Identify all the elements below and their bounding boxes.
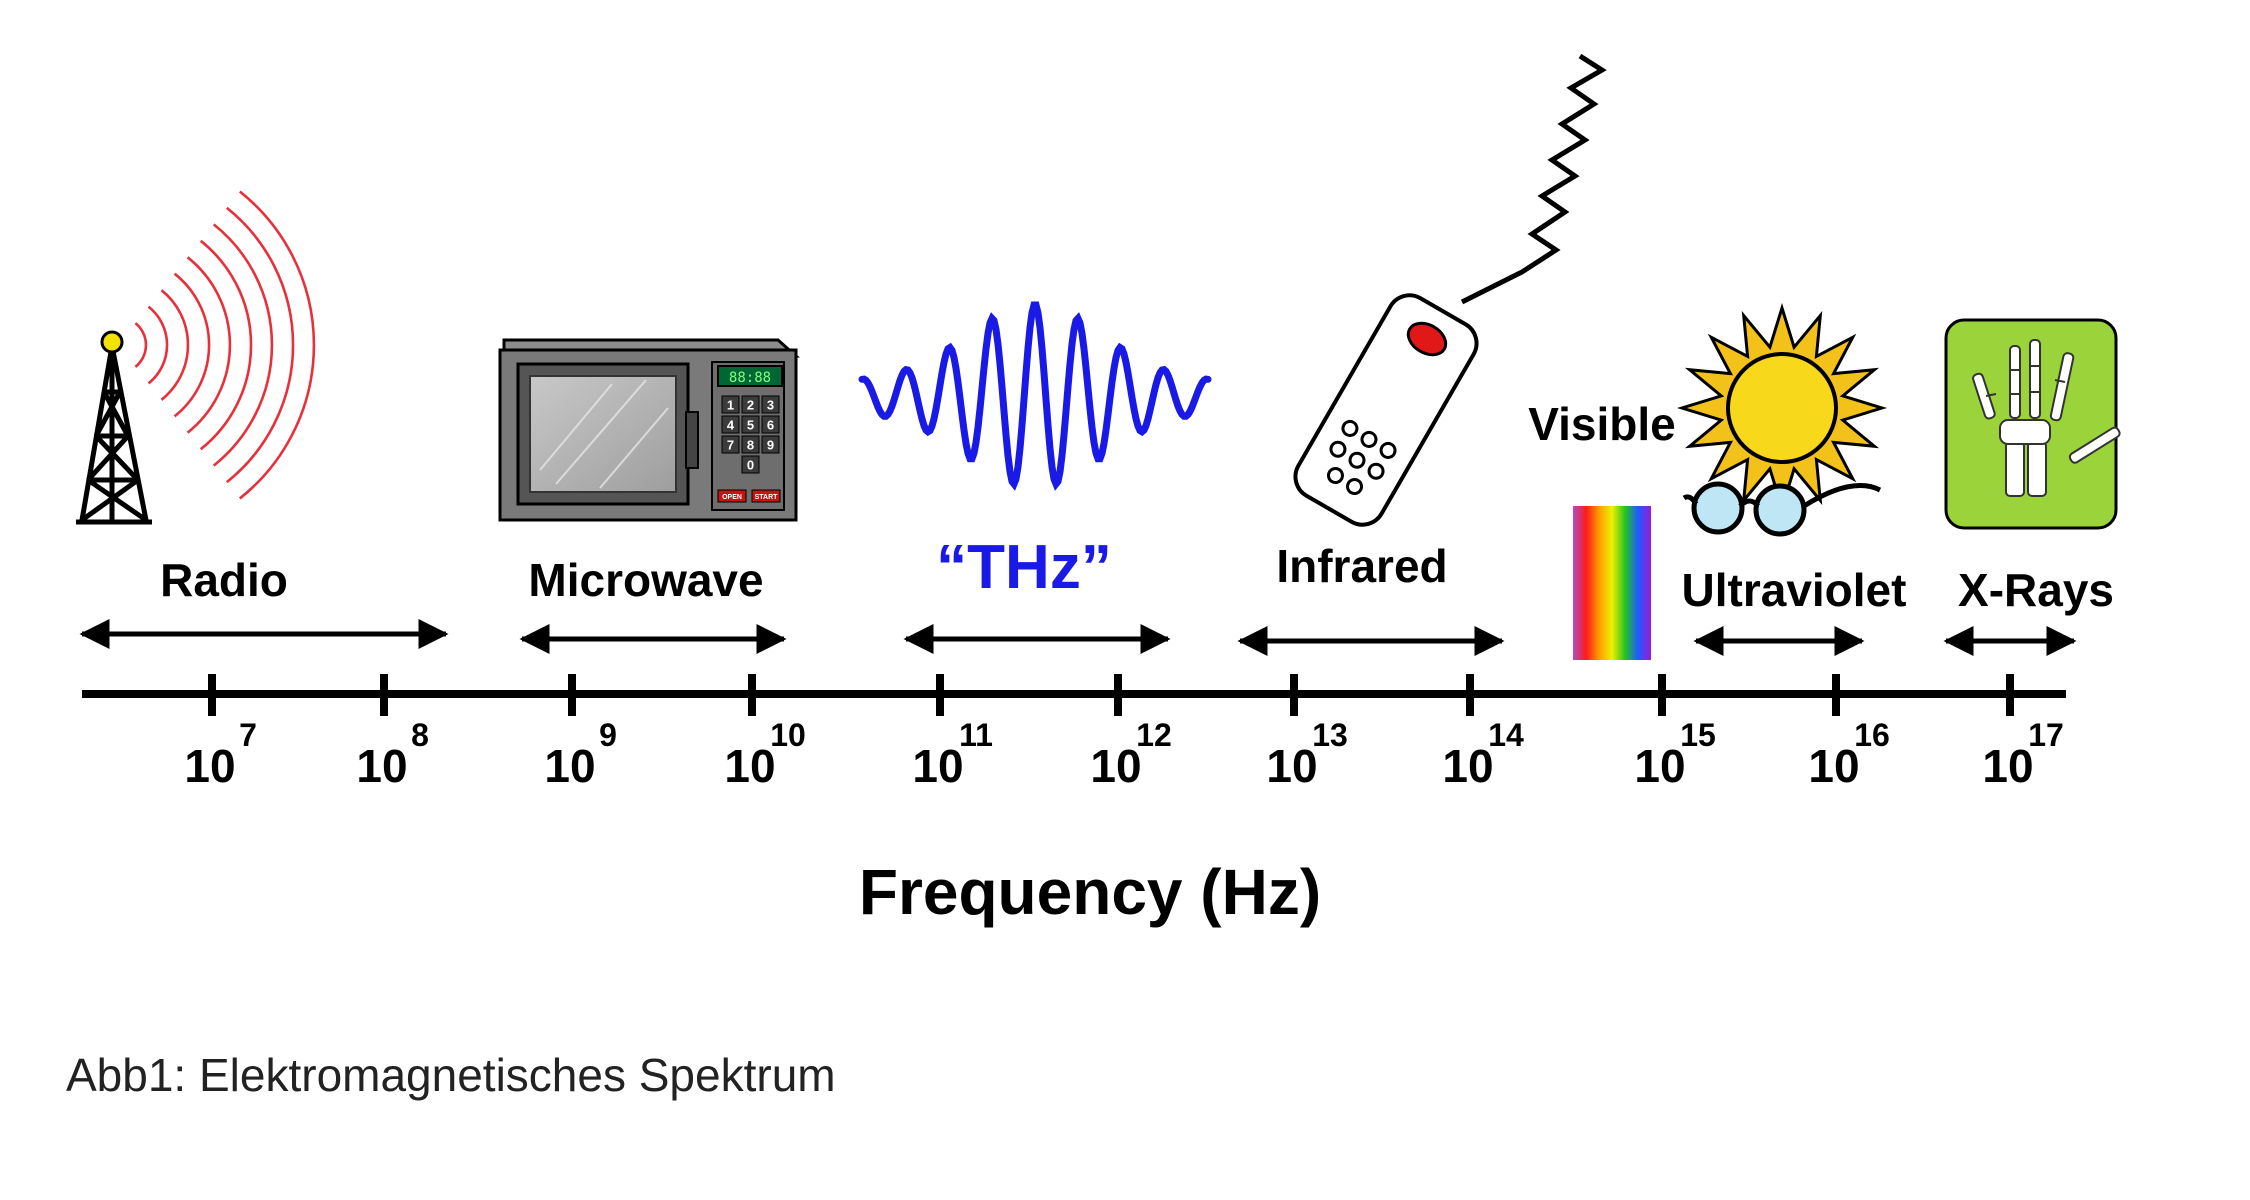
radio-wave-arc	[199, 239, 253, 451]
microwave-key-label: 6	[767, 418, 774, 433]
microwave-key	[721, 415, 740, 434]
microwave-key	[721, 435, 740, 454]
frequency-ticks: 1071081091010101110121013101410151016101…	[184, 674, 2064, 792]
microwave-key-label: 4	[727, 418, 735, 433]
tick-label-exponent: 15	[1680, 717, 1716, 753]
radio-wave-arc	[225, 206, 295, 484]
radio-waves	[134, 190, 316, 500]
microwave-key	[741, 415, 760, 434]
tick-label-exponent: 17	[2028, 717, 2064, 753]
microwave-key	[741, 395, 760, 414]
tick-label-exponent: 10	[770, 717, 806, 753]
xray-hand-icon	[1944, 318, 2121, 530]
microwave-key-label: 1	[727, 398, 734, 413]
microwave-key-label: 2	[747, 398, 754, 413]
sun-icon	[1676, 302, 1888, 514]
microwave-key	[741, 455, 760, 474]
microwave-keypad: 1 2 3 4 5 6 7 8 90	[721, 395, 780, 474]
band-label-thz: “THz”	[936, 533, 1112, 602]
band-label-microwave: Microwave	[528, 554, 763, 606]
tick-label-exponent: 11	[959, 717, 993, 753]
tick-label-base: 10	[1442, 740, 1493, 792]
band-label-xrays: X-Rays	[1958, 564, 2114, 616]
sunglasses-icon	[1682, 481, 1882, 537]
visible-spectrum-bar	[1573, 506, 1651, 660]
microwave-oven-icon: 88:88 1 2 3 4 5 6 7 8 90 OPEN START	[498, 338, 800, 522]
radio-wave-arc	[173, 272, 211, 418]
figure-caption: Abb1: Elektromagnetisches Spektrum	[66, 1049, 836, 1101]
microwave-start-text: START	[755, 494, 779, 501]
tick-label-base: 10	[544, 740, 595, 792]
radio-wave-arc	[160, 289, 190, 401]
tick-label-exponent: 8	[411, 717, 429, 753]
band-label-infrared: Infrared	[1276, 540, 1447, 592]
microwave-open-text: OPEN	[722, 494, 742, 501]
radio-tower-icon	[76, 190, 316, 525]
tick-label-exponent: 13	[1312, 717, 1348, 753]
microwave-key-label: 0	[747, 458, 754, 473]
radio-wave-arc	[212, 223, 274, 467]
tick-label-base: 10	[1808, 740, 1859, 792]
radio-wave-arc	[147, 305, 169, 385]
thz-wave-icon	[858, 301, 1212, 491]
radio-wave-arc	[186, 256, 232, 434]
band-label-radio: Radio	[160, 554, 288, 606]
tick-label-base: 10	[184, 740, 235, 792]
axis-title: Frequency (Hz)	[859, 856, 1321, 928]
band-label-ultraviolet: Ultraviolet	[1682, 564, 1907, 616]
microwave-key-label: 5	[747, 418, 754, 433]
tick-label-base: 10	[724, 740, 775, 792]
microwave-key	[761, 395, 780, 414]
tick-label-base: 10	[1266, 740, 1317, 792]
tick-label-exponent: 14	[1488, 717, 1524, 753]
tick-label-exponent: 9	[599, 717, 617, 753]
radio-wave-arc	[238, 190, 316, 500]
microwave-key	[741, 435, 760, 454]
microwave-key	[721, 395, 740, 414]
tick-label-base: 10	[1634, 740, 1685, 792]
tick-label-exponent: 16	[1854, 717, 1890, 753]
microwave-key	[761, 415, 780, 434]
microwave-key-label: 7	[727, 438, 734, 453]
microwave-key	[761, 435, 780, 454]
microwave-display-text: 88:88	[729, 370, 771, 386]
microwave-key-label: 8	[747, 438, 754, 453]
remote-control-icon	[1293, 53, 1607, 527]
microwave-key-label: 3	[767, 398, 774, 413]
tick-label-exponent: 7	[239, 717, 257, 753]
tick-label-base: 10	[1982, 740, 2033, 792]
tick-label-exponent: 12	[1136, 717, 1172, 753]
tick-label-base: 10	[1090, 740, 1141, 792]
microwave-key-label: 9	[767, 438, 774, 453]
tick-label-base: 10	[912, 740, 963, 792]
thz-waveform	[858, 301, 1212, 491]
tick-label-base: 10	[356, 740, 407, 792]
radio-wave-arc	[134, 322, 148, 368]
band-label-visible: Visible	[1528, 398, 1675, 450]
